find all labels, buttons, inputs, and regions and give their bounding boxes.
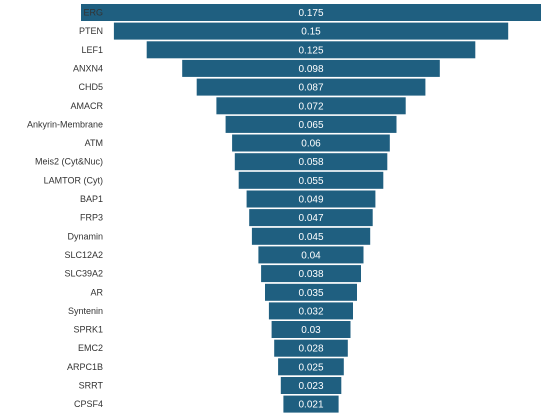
value-label-syntenin: 0.032 [298, 306, 323, 317]
category-labels-group: ERG PTEN LEF1 ANXN4 CHD5 AMACR Ankyrin-Membran… [27, 8, 104, 410]
value-label-lef1: 0.125 [298, 45, 323, 56]
category-label-lef1: LEF1 [81, 45, 103, 55]
bar-chd5 [196, 78, 426, 96]
bar-slc12a2 [258, 246, 364, 264]
category-label-ar: AR [90, 287, 103, 297]
category-label-meis2-cyt-nuc: Meis2 (Cyt&Nuc) [35, 157, 103, 167]
category-label-slc12a2: SLC12A2 [64, 250, 103, 260]
category-label-slc39a2: SLC39A2 [64, 269, 103, 279]
category-label-amacr: AMACR [70, 101, 103, 111]
category-label-dynamin: Dynamin [67, 231, 103, 241]
value-label-erg: 0.175 [298, 8, 323, 19]
value-label-dynamin: 0.045 [298, 232, 323, 243]
value-label-atm: 0.06 [301, 139, 321, 150]
value-label-bap1: 0.049 [298, 195, 323, 206]
bar-ar [265, 283, 357, 301]
bar-slc39a2 [261, 265, 361, 283]
category-label-anxn4: ANXN4 [73, 63, 103, 73]
value-label-pten: 0.15 [301, 27, 321, 38]
category-label-erg: ERG [83, 8, 103, 18]
bar-bap1 [246, 190, 376, 208]
bars-group [81, 4, 541, 413]
bar-pten [113, 22, 509, 40]
value-label-emc2: 0.028 [298, 344, 323, 355]
bar-lamtor-cyt [238, 171, 384, 189]
bar-lef1 [146, 41, 476, 59]
category-label-bap1: BAP1 [80, 194, 103, 204]
bar-atm [232, 134, 390, 152]
bar-arpc1b [278, 358, 344, 376]
category-label-arpc1b: ARPC1B [67, 362, 103, 372]
bar-erg [81, 4, 541, 21]
bar-amacr [216, 97, 406, 115]
bar-cpsf4 [283, 395, 339, 413]
value-label-slc12a2: 0.04 [301, 250, 321, 261]
category-label-sprk1: SPRK1 [73, 325, 103, 335]
bar-dynamin [251, 227, 371, 245]
bar-sprk1 [271, 321, 351, 338]
category-label-ankyrin-membrane: Ankyrin-Membrane [27, 119, 103, 129]
bar-meis2-cyt-nuc [234, 153, 388, 171]
value-label-ar: 0.035 [298, 288, 323, 299]
value-label-srrt: 0.023 [298, 381, 323, 392]
category-label-chd5: CHD5 [78, 82, 103, 92]
value-labels-group: 0.175 0.15 0.125 0.098 0.087 0.072 0.065 0.06 0.… [298, 8, 323, 411]
bar-anxn4 [182, 59, 440, 77]
bar-frp3 [249, 209, 373, 227]
category-label-lamtor-cyt: LAMTOR (Cyt) [44, 175, 103, 185]
category-label-cpsf4: CPSF4 [74, 399, 103, 409]
value-label-anxn4: 0.098 [298, 64, 323, 75]
value-label-amacr: 0.072 [298, 101, 323, 112]
value-label-lamtor-cyt: 0.055 [298, 176, 323, 187]
value-label-cpsf4: 0.021 [298, 400, 323, 411]
value-label-sprk1: 0.03 [301, 325, 321, 336]
value-label-meis2-cyt-nuc: 0.058 [298, 157, 323, 168]
bar-srrt [280, 377, 342, 394]
value-label-arpc1b: 0.025 [298, 362, 323, 373]
category-label-atm: ATM [85, 138, 103, 148]
bar-emc2 [274, 339, 348, 357]
category-label-emc2: EMC2 [78, 343, 103, 353]
bar-syntenin [268, 302, 353, 320]
category-label-pten: PTEN [79, 26, 103, 36]
value-label-slc39a2: 0.038 [298, 269, 323, 280]
bar-ankyrin-membrane [225, 115, 397, 133]
category-label-srrt: SRRT [79, 381, 104, 391]
value-label-ankyrin-membrane: 0.065 [298, 120, 323, 131]
value-label-frp3: 0.047 [298, 213, 323, 224]
category-label-frp3: FRP3 [80, 213, 103, 223]
value-label-chd5: 0.087 [298, 83, 323, 94]
category-label-syntenin: Syntenin [68, 306, 103, 316]
